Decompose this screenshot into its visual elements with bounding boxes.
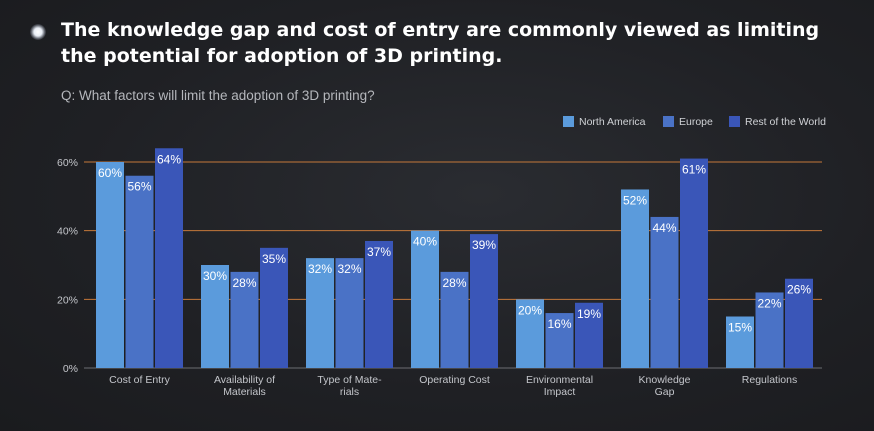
x-tick-label: Knowledge Gap xyxy=(639,374,691,398)
x-tick-label: Availability of Materials xyxy=(214,374,275,398)
bar xyxy=(470,234,498,368)
x-tick-label: Operating Cost xyxy=(419,374,490,386)
x-tick-label-line: rials xyxy=(340,386,359,398)
y-tick-label: 40% xyxy=(57,226,78,238)
legend-label: Rest of the World xyxy=(745,116,826,128)
bar xyxy=(440,271,469,368)
bar-value-label: 60% xyxy=(98,166,122,180)
y-tick-label: 60% xyxy=(57,157,78,169)
bar-value-label: 15% xyxy=(728,321,752,335)
bar xyxy=(306,258,334,368)
bar xyxy=(575,302,603,368)
x-tick-label-line: Knowledge xyxy=(639,374,691,386)
legend-label: Europe xyxy=(679,116,713,128)
x-tick-label-line: Operating Cost xyxy=(419,374,490,386)
y-tick-label: 20% xyxy=(57,294,78,306)
bar xyxy=(650,216,679,368)
bullet-glow-icon xyxy=(30,24,46,40)
x-tick-label-line: Gap xyxy=(655,386,675,398)
bar xyxy=(755,292,784,368)
x-tick-label: Cost of Entry xyxy=(109,374,170,386)
x-tick-label: Type of Mate-rials xyxy=(317,374,382,398)
bar xyxy=(125,175,154,368)
bar-value-label: 16% xyxy=(547,317,571,331)
bar-value-label: 61% xyxy=(682,163,706,177)
bar-value-label: 30% xyxy=(203,269,227,283)
bar xyxy=(155,148,183,368)
bar-value-label: 26% xyxy=(787,283,811,297)
bar-value-label: 32% xyxy=(337,262,361,276)
bar-value-label: 39% xyxy=(472,238,496,252)
y-tick-label: 0% xyxy=(63,363,78,375)
bar-value-label: 64% xyxy=(157,152,181,166)
bar xyxy=(726,316,754,368)
x-tick-label-line: Environmental xyxy=(526,374,593,386)
bar xyxy=(621,189,649,368)
bar-value-label: 20% xyxy=(518,303,542,317)
x-tick-label-line: Impact xyxy=(544,386,576,398)
bar xyxy=(96,162,124,368)
bar xyxy=(545,313,574,368)
bar xyxy=(230,271,259,368)
x-tick-label-line: Type of Mate- xyxy=(317,374,382,386)
legend-swatch xyxy=(729,116,740,127)
bar xyxy=(516,299,544,368)
bar xyxy=(201,265,229,368)
bar-value-label: 28% xyxy=(442,276,466,290)
x-tick-label: Environmental Impact xyxy=(526,374,593,398)
x-tick-label: Regulations xyxy=(742,374,797,386)
bar xyxy=(365,240,393,368)
bar-value-label: 32% xyxy=(308,262,332,276)
x-tick-label-line: Regulations xyxy=(742,374,797,386)
bar xyxy=(411,230,439,368)
bar-value-label: 56% xyxy=(127,180,151,194)
bar-value-label: 37% xyxy=(367,245,391,259)
bar-value-label: 40% xyxy=(413,235,437,249)
legend-swatch xyxy=(563,116,574,127)
bar-value-label: 44% xyxy=(652,221,676,235)
chart-question: Q: What factors will limit the adoption … xyxy=(61,88,375,103)
bar xyxy=(680,158,708,368)
bar-value-label: 35% xyxy=(262,252,286,266)
legend-swatch xyxy=(663,116,674,127)
x-tick-label-line: Cost of Entry xyxy=(109,374,170,386)
x-tick-label-line: Availability of xyxy=(214,374,275,386)
bar-value-label: 19% xyxy=(577,307,601,321)
legend-label: North America xyxy=(579,116,646,128)
bar xyxy=(260,247,288,368)
bar-value-label: 52% xyxy=(623,193,647,207)
bar-value-label: 28% xyxy=(232,276,256,290)
bar-value-label: 22% xyxy=(757,296,781,310)
headline: The knowledge gap and cost of entry are … xyxy=(61,19,820,67)
bar xyxy=(785,278,813,368)
bar xyxy=(335,258,364,368)
x-tick-label-line: Materials xyxy=(223,386,266,398)
